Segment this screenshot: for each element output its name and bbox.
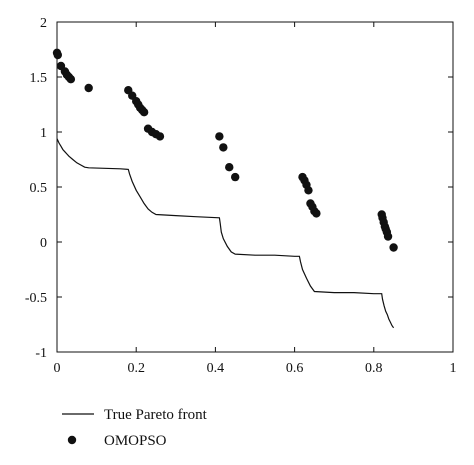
data-point bbox=[139, 108, 149, 117]
y-tick-label: 1.5 bbox=[30, 71, 48, 86]
legend-label: True Pareto front bbox=[104, 407, 208, 423]
x-tick-label: 0.8 bbox=[365, 361, 383, 376]
plot-frame bbox=[56, 21, 454, 353]
y-tick-label: 0.5 bbox=[30, 181, 48, 196]
axes bbox=[56, 21, 454, 353]
x-tick-label: 0.2 bbox=[127, 361, 145, 376]
x-tick-label: 0 bbox=[54, 361, 61, 376]
data-point bbox=[225, 163, 234, 172]
plot-series bbox=[52, 48, 398, 329]
data-point bbox=[219, 143, 228, 152]
x-tick-label: 0.4 bbox=[207, 361, 225, 376]
legend: True Pareto front OMOPSO bbox=[62, 407, 208, 449]
data-point bbox=[383, 232, 393, 241]
data-point bbox=[66, 75, 76, 84]
data-point bbox=[231, 172, 240, 182]
omopso-points bbox=[52, 48, 398, 252]
data-point bbox=[84, 83, 93, 93]
data-point bbox=[389, 243, 398, 252]
y-tick-label: 0 bbox=[40, 236, 47, 251]
pareto-front-line bbox=[56, 138, 395, 329]
legend-marker-swatch bbox=[67, 435, 77, 445]
y-tick-label: 1 bbox=[40, 126, 47, 141]
data-point bbox=[155, 132, 165, 141]
y-tick-label: -1 bbox=[35, 346, 47, 361]
data-point bbox=[215, 132, 224, 141]
tick-labels: 0 0.2 0.4 0.6 0.8 1 -1 -0.5 0 0.5 1 1.5 2 bbox=[25, 16, 457, 376]
x-tick-label: 1 bbox=[450, 361, 457, 376]
y-tick-label: -0.5 bbox=[25, 291, 47, 306]
x-tick-label: 0.6 bbox=[286, 361, 304, 376]
data-point bbox=[304, 186, 313, 195]
data-point bbox=[312, 209, 321, 218]
data-point bbox=[53, 50, 62, 60]
legend-label: OMOPSO bbox=[104, 433, 167, 449]
y-tick-label: 2 bbox=[40, 16, 47, 31]
